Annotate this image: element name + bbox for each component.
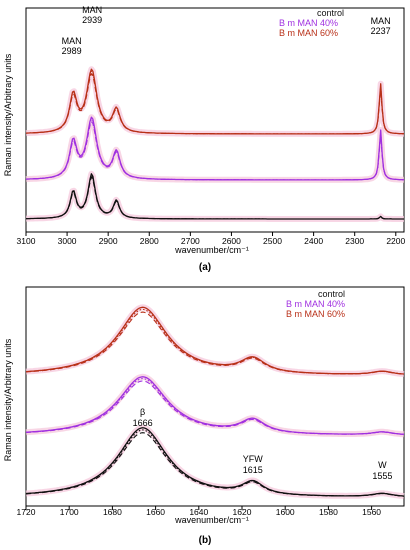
x-tick-label-3000: 3000 [58, 236, 77, 246]
legend-control-a: control [317, 8, 344, 18]
series-man40-a-trace-2 [26, 121, 404, 181]
x-ticks-a: 3100 3000 2900 2800 2700 2600 2500 2400 2300 2200 [17, 232, 406, 246]
series-man40-b-trace-3 [26, 378, 405, 435]
annotation-a-0-name: MAN [62, 36, 82, 46]
series-control-b-trace-3 [25, 429, 405, 497]
panel-a: 3100 3000 2900 2800 2700 2600 2500 2400 2300 2200… [3, 5, 406, 273]
panel-label-a: (a) [199, 262, 211, 273]
series-man60-a-trace-3 [25, 70, 404, 135]
legend-man40-b: B m MAN 40% [286, 299, 345, 309]
x-tick-label-2500: 2500 [263, 236, 282, 246]
panel-b: 1720 1700 1680 1660 1640 1620 1600 1580 1560 β16… [3, 286, 406, 546]
glow-man40-a [24, 114, 406, 183]
annotation-b-2-value: 1555 [372, 471, 392, 481]
annotation-b-0-value: 1666 [133, 418, 153, 428]
x-tick-label-3100: 3100 [17, 236, 36, 246]
annotation-a-2-value: 2237 [371, 26, 391, 36]
glow-layer-b [24, 304, 406, 500]
ylabel-a: Raman intensity/Arbitrary units [3, 53, 13, 176]
annotation-b-1-value: 1615 [243, 465, 263, 475]
x-tick-label-1660: 1660 [146, 507, 165, 517]
spectra-a [25, 68, 404, 220]
glow-man60-a [24, 66, 406, 137]
panel-label-b: (b) [199, 535, 212, 546]
xlabel-a: wavenumber/cm⁻¹ [174, 245, 249, 255]
annotation-b-0-name: β [140, 407, 145, 417]
annotation-a-1-value: 2939 [82, 15, 102, 25]
x-ticks-b: 1720 1700 1680 1660 1640 1620 1600 1580 1560 [17, 506, 381, 517]
series-man60-b-trace-3 [25, 308, 405, 375]
x-tick-label-2300: 2300 [345, 236, 364, 246]
plot-frame-a [25, 7, 405, 233]
legend-man40-a: B m MAN 40% [279, 18, 338, 28]
x-tick-label-1620: 1620 [233, 507, 252, 517]
plot-frame-b [25, 286, 405, 507]
xlabel-b: wavenumber/cm⁻¹ [174, 515, 249, 525]
series-control-a-trace-3 [26, 174, 404, 220]
legend-man60-a: B m MAN 60% [279, 28, 338, 38]
x-tick-label-1580: 1580 [319, 507, 338, 517]
annotation-b-1-name: YFW [243, 454, 264, 464]
x-tick-label-1720: 1720 [17, 507, 36, 517]
x-tick-label-2800: 2800 [140, 236, 159, 246]
x-tick-label-1600: 1600 [276, 507, 295, 517]
annotation-a-0-value: 2989 [62, 46, 82, 56]
x-tick-label-1680: 1680 [103, 507, 122, 517]
x-tick-label-1640: 1640 [189, 507, 208, 517]
annotation-a-2-name: MAN [371, 16, 391, 26]
legend-control-b: control [318, 289, 345, 299]
series-control-a-trace-2 [26, 176, 404, 220]
legend-man60-b: B m MAN 60% [286, 309, 345, 319]
x-tick-label-1560: 1560 [362, 507, 381, 517]
x-tick-label-2200: 2200 [386, 236, 405, 246]
annotation-b-2-name: W [378, 460, 387, 470]
glow-layer-a [24, 66, 406, 222]
x-tick-label-2600: 2600 [222, 236, 241, 246]
x-tick-label-2900: 2900 [99, 236, 118, 246]
x-tick-label-2700: 2700 [181, 236, 200, 246]
ylabel-b: Raman intensity/Arbitrary units [3, 338, 13, 461]
legend-b: control B m MAN 40% B m MAN 60% [286, 289, 345, 319]
x-tick-label-1700: 1700 [60, 507, 79, 517]
x-tick-label-2400: 2400 [304, 236, 323, 246]
spectra-b [25, 306, 405, 497]
legend-a: control B m MAN 40% B m MAN 60% [279, 8, 344, 38]
annotation-a-1-name: MAN [82, 5, 102, 15]
